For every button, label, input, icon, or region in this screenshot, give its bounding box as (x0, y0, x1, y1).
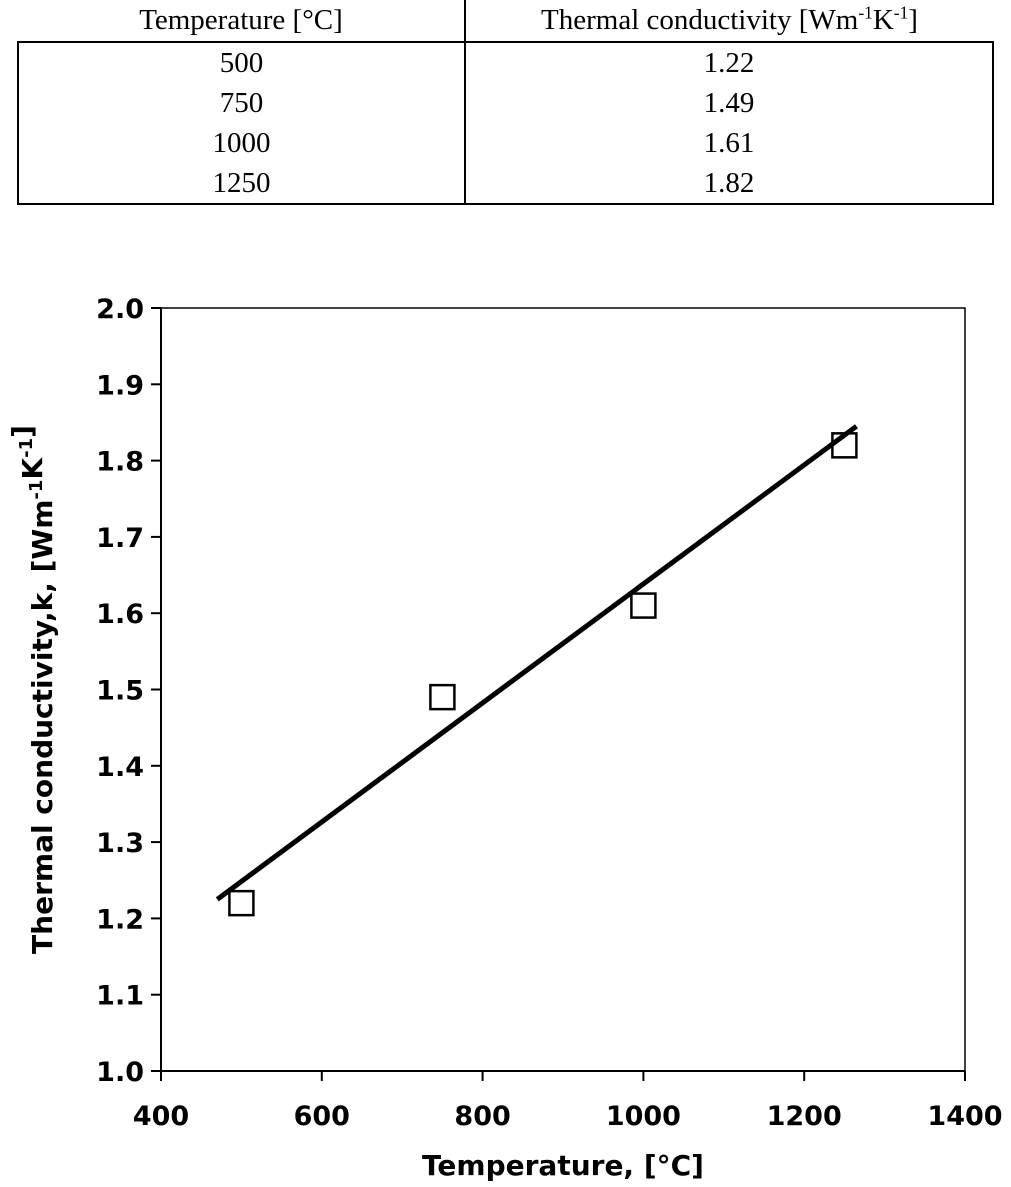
data-point (831, 432, 858, 459)
cell-conductivity: 1.82 (465, 163, 994, 205)
data-point (228, 889, 255, 917)
points-group (228, 432, 858, 917)
y-tick-label: 1.4 (96, 752, 144, 783)
cell-temperature: 1000 (17, 123, 466, 163)
y-tick-label: 1.8 (96, 447, 144, 478)
table-row: 1250 1.82 (17, 163, 994, 205)
table-header-row: Temperature [°C] Thermal conductivity [W… (18, 0, 993, 43)
y-tick-label: 1.5 (96, 676, 144, 707)
y-axis-title-exponent: -1 (16, 438, 37, 458)
y-axis-title-part: Thermal conductivity,k, [Wm (26, 500, 59, 954)
data-table: Temperature [°C] Thermal conductivity [W… (17, 0, 994, 205)
cell-temperature: 1250 (17, 163, 466, 205)
trendline-group (215, 424, 858, 902)
y-tick-label: 1.0 (96, 1057, 144, 1088)
cell-conductivity: 1.61 (465, 123, 994, 163)
y-tick-label: 1.9 (96, 370, 144, 401)
cell-temperature: 750 (17, 83, 466, 123)
cell-temperature: 500 (17, 42, 466, 83)
y-axis-title-part: K (16, 457, 49, 480)
x-tick-label: 1200 (767, 1101, 842, 1132)
x-tick-label: 800 (454, 1101, 510, 1132)
y-axis-title-part: ] (6, 425, 39, 438)
cell-conductivity: 1.22 (465, 42, 994, 83)
axes: 1.0 1.1 1.2 1.3 1.4 1.5 1.6 1.7 1.8 1.9 2.0 400 600 8… (96, 294, 1002, 1132)
y-axis-title: Thermal conductivity,k, [Wm-1K-1] (6, 425, 59, 954)
y-tick-label: 1.6 (96, 599, 144, 630)
y-tick-label: 1.1 (96, 981, 144, 1012)
y-tick-label: 1.3 (96, 828, 144, 859)
y-tick-label: 1.2 (96, 904, 144, 935)
table-row: 1000 1.61 (17, 123, 994, 163)
y-tick-label: 2.0 (96, 294, 144, 325)
y-axis-title-exponent: -1 (26, 480, 47, 500)
x-axis-title: Temperature, [°C] (422, 1149, 704, 1182)
data-point (630, 592, 657, 619)
x-tick-label: 1400 (927, 1101, 1002, 1132)
header-temperature: Temperature [°C] (18, 0, 466, 43)
table-row: 500 1.22 (17, 42, 994, 83)
y-tick-label: 1.7 (96, 523, 144, 554)
cell-conductivity: 1.49 (465, 83, 994, 123)
header-conductivity: Thermal conductivity [Wm-1K-1] (465, 0, 993, 43)
x-tick-label: 600 (294, 1101, 350, 1132)
x-tick-label: 400 (133, 1101, 189, 1132)
x-tick-label: 1000 (606, 1101, 681, 1132)
scatter-chart: 1.0 1.1 1.2 1.3 1.4 1.5 1.6 1.7 1.8 1.9 2.0 400 600 8… (6, 294, 1003, 1182)
table-row: 750 1.49 (17, 83, 994, 123)
trendline (215, 424, 858, 902)
data-point (429, 683, 456, 711)
plot-area (160, 307, 966, 1072)
